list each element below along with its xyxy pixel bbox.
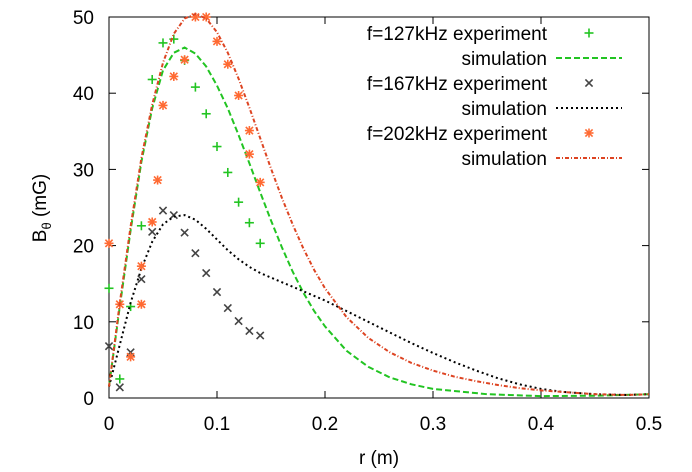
legend-label: simulation bbox=[461, 49, 547, 70]
data-point bbox=[147, 74, 157, 84]
data-point bbox=[158, 100, 168, 110]
data-point bbox=[212, 36, 222, 46]
data-point bbox=[212, 142, 222, 152]
data-point bbox=[104, 342, 114, 351]
data-point bbox=[136, 261, 146, 271]
y-tick-label: 20 bbox=[73, 237, 94, 258]
y-tick-label: 0 bbox=[83, 389, 94, 410]
x-tick-label: 0.2 bbox=[312, 414, 338, 435]
x-tick-label: 0 bbox=[104, 414, 115, 435]
y-axis-title-main: B bbox=[30, 230, 51, 243]
data-point bbox=[136, 299, 146, 309]
x-tick-label: 0.4 bbox=[528, 414, 555, 435]
y-axis-title: Bθ (mG) bbox=[30, 174, 54, 242]
y-tick-label: 50 bbox=[73, 8, 94, 29]
data-point bbox=[136, 221, 146, 231]
data-point bbox=[245, 326, 254, 336]
data-point bbox=[104, 283, 114, 293]
series-line bbox=[108, 46, 650, 398]
data-point bbox=[169, 71, 179, 81]
data-point bbox=[115, 374, 125, 384]
data-point bbox=[191, 249, 200, 258]
data-point bbox=[126, 352, 136, 362]
data-point bbox=[115, 383, 124, 392]
legend: f=127kHz experiment simulation f=167kHz ex… bbox=[367, 24, 622, 170]
data-point bbox=[255, 177, 265, 187]
series-3 bbox=[108, 214, 650, 397]
x-tick-label: 0.5 bbox=[636, 414, 662, 435]
data-point bbox=[234, 316, 243, 326]
legend-label: f=127kHz experiment bbox=[367, 24, 548, 45]
legend-marker bbox=[584, 78, 594, 88]
data-point bbox=[212, 287, 222, 297]
data-point bbox=[202, 268, 211, 278]
y-tick-label: 10 bbox=[73, 313, 94, 334]
legend-label: simulation bbox=[461, 149, 547, 170]
legend-label: f=167kHz experiment bbox=[367, 74, 548, 95]
series-line bbox=[108, 214, 650, 397]
data-point bbox=[104, 238, 114, 248]
legend-label: f=202kHz experiment bbox=[367, 124, 548, 145]
data-point bbox=[180, 228, 189, 237]
plot-frame bbox=[108, 16, 650, 399]
data-point bbox=[158, 206, 168, 215]
tick-labels: 0 0.1 0.2 0.3 0.4 0.5 0 10 20 30 40 50 bbox=[73, 8, 662, 435]
series-layer bbox=[104, 12, 650, 398]
data-point bbox=[244, 149, 254, 159]
y-tick-label: 40 bbox=[73, 84, 94, 105]
y-axis-title-subscript: θ bbox=[39, 222, 54, 229]
data-point bbox=[148, 227, 157, 237]
data-point bbox=[255, 238, 265, 248]
data-point bbox=[137, 274, 146, 284]
legend-marker bbox=[584, 28, 594, 38]
data-point bbox=[256, 331, 265, 340]
data-point bbox=[234, 197, 244, 207]
data-point bbox=[234, 90, 244, 100]
legend-marker bbox=[584, 128, 594, 138]
data-point bbox=[169, 210, 178, 220]
series-5 bbox=[108, 12, 650, 397]
series-line bbox=[108, 12, 650, 397]
x-tick-label: 0.3 bbox=[420, 414, 446, 435]
data-point bbox=[158, 38, 168, 48]
data-point bbox=[190, 82, 200, 92]
data-point bbox=[223, 167, 233, 177]
data-point bbox=[223, 303, 232, 313]
y-axis-title-unit: (mG) bbox=[30, 174, 51, 223]
data-point bbox=[153, 175, 163, 185]
series-1 bbox=[108, 46, 650, 398]
legend-label: simulation bbox=[461, 99, 547, 120]
data-point bbox=[147, 217, 157, 227]
data-point bbox=[244, 126, 254, 136]
y-tick-label: 30 bbox=[73, 160, 94, 181]
x-axis-title: r (m) bbox=[359, 448, 399, 469]
data-point bbox=[244, 218, 254, 228]
data-point bbox=[180, 55, 190, 65]
series-4 bbox=[104, 12, 265, 362]
x-tick-label: 0.1 bbox=[204, 414, 230, 435]
data-point bbox=[201, 109, 211, 119]
data-point bbox=[223, 59, 233, 69]
